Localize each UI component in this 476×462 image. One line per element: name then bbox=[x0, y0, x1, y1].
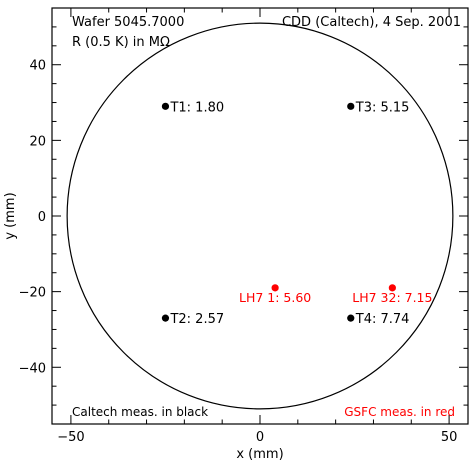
data-point bbox=[388, 284, 396, 292]
point-label: LH7 1: 5.60 bbox=[239, 290, 311, 305]
x-axis-label: x (mm) bbox=[236, 447, 283, 462]
point-label: T1: 1.80 bbox=[169, 100, 224, 115]
point-label: LH7 32: 7.15 bbox=[352, 290, 432, 305]
y-tick-label: 0 bbox=[38, 210, 46, 225]
point-label: T3: 5.15 bbox=[355, 100, 410, 115]
annotation-wafer: Wafer 5045.7000 bbox=[72, 15, 184, 30]
annotation-caltech: Caltech meas. in black bbox=[72, 405, 208, 419]
data-point bbox=[347, 314, 355, 322]
data-point bbox=[161, 102, 170, 110]
annotation-resistance: R (0.5 K) in MΩ bbox=[72, 35, 170, 50]
data-point bbox=[347, 102, 355, 110]
y-tick-label: 40 bbox=[29, 59, 46, 74]
x-tick-label: 50 bbox=[441, 430, 458, 445]
y-tick-label: −40 bbox=[19, 361, 46, 376]
data-point bbox=[161, 314, 170, 322]
y-axis-label: y (mm) bbox=[3, 192, 18, 239]
point-label: T2: 2.57 bbox=[169, 312, 224, 327]
y-tick-label: 20 bbox=[29, 134, 46, 149]
y-tick-label: −20 bbox=[19, 286, 46, 301]
data-point bbox=[271, 284, 279, 292]
x-tick-label: 0 bbox=[256, 430, 264, 445]
annotation-source: CDD (Caltech), 4 Sep. 2001 bbox=[282, 15, 461, 30]
x-tick-label: −50 bbox=[57, 430, 84, 445]
plot-frame bbox=[51, 7, 469, 425]
annotation-gsfc: GSFC meas. in red bbox=[344, 405, 455, 419]
point-label: T4: 7.74 bbox=[355, 312, 410, 327]
wafer-circle bbox=[66, 22, 454, 410]
